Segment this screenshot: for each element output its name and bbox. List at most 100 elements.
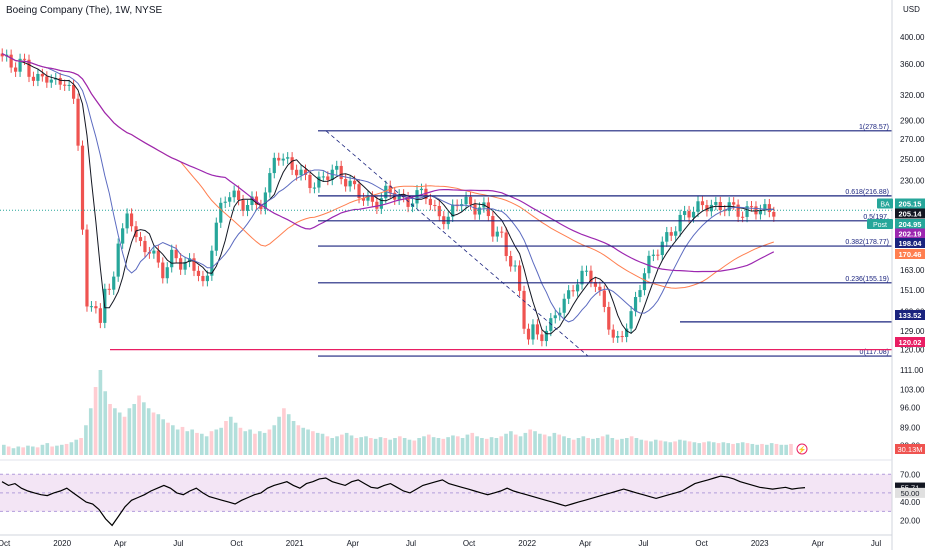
candle-body [415, 190, 419, 204]
candle-body [0, 53, 4, 57]
candle-body [152, 250, 156, 254]
price-tag-bg [895, 208, 925, 219]
candle-body [321, 176, 325, 178]
volume-bar [330, 438, 335, 455]
candle-body [339, 165, 343, 180]
candle-body [45, 76, 49, 83]
volume-bar [745, 443, 750, 455]
candle-body [558, 312, 562, 316]
volume-bar [88, 408, 93, 455]
candle-body [758, 209, 763, 215]
volume-bar [707, 441, 711, 455]
volume-bar [518, 436, 523, 455]
price-tag-label-bg [877, 198, 893, 209]
x-tick-label: Jul [638, 539, 648, 548]
candle-body [406, 197, 410, 207]
candle-body [143, 240, 147, 253]
candle-body [281, 158, 285, 161]
volume-bar [740, 442, 745, 455]
x-tick-label: Jul [871, 539, 881, 548]
candle-body [638, 290, 642, 297]
candle-body [647, 255, 651, 274]
volume-bar [760, 443, 764, 455]
candle-body [245, 204, 250, 211]
volume-bar [769, 443, 774, 455]
volume-bar [581, 436, 586, 455]
y-tick-label: 250.00 [900, 155, 925, 164]
price-tag-label-bg [867, 219, 893, 229]
volume-bar [171, 425, 175, 455]
volume-bar [528, 429, 533, 455]
volume-tag-value: 30.13M [897, 445, 922, 454]
price-tag-value: 205.14 [899, 210, 923, 219]
candle-body [58, 78, 62, 85]
candle-body [464, 196, 468, 205]
volume-bar [238, 427, 243, 455]
candle-body [602, 290, 606, 307]
volume-bar [774, 443, 779, 455]
volume-bar [658, 440, 663, 455]
candle-body [348, 180, 352, 187]
candle-body [473, 204, 477, 215]
volume-bar [21, 447, 25, 455]
volume-bar [84, 425, 88, 455]
x-tick-label: 2023 [751, 539, 769, 548]
volume-bar [475, 436, 479, 455]
candle-body [237, 190, 241, 201]
fib-trend-line [325, 130, 589, 357]
volume-bar [426, 434, 431, 455]
candle-body [580, 270, 584, 285]
candle-body [317, 176, 321, 188]
volume-bar [214, 429, 219, 455]
volume-bar [175, 429, 180, 455]
candle-body [642, 273, 647, 291]
volume-bar [494, 438, 499, 455]
candle-body [299, 169, 303, 176]
volume-bar [16, 446, 21, 455]
volume-bar [200, 433, 204, 455]
candle-body [696, 201, 700, 212]
candle-body [357, 184, 361, 199]
candle-body [183, 261, 187, 270]
volume-bar [233, 422, 238, 455]
candle-body [575, 284, 580, 292]
volume-bar [272, 425, 277, 455]
volume-bar [30, 446, 35, 455]
candle-body [428, 198, 432, 206]
x-tick-label: Oct [695, 539, 708, 548]
candle-body [504, 232, 508, 257]
x-tick-label: Oct [0, 539, 11, 548]
y-tick-label: 96.00 [900, 404, 921, 413]
volume-bar [398, 436, 402, 455]
rsi-tag-bg [895, 487, 925, 498]
volume-bar [750, 443, 755, 455]
candle-body [509, 256, 513, 267]
candle-body [584, 270, 589, 272]
volume-bar [538, 433, 542, 455]
candle-body [419, 188, 424, 191]
volume-bar [711, 442, 716, 455]
candle-body [192, 258, 196, 271]
volume-bar [716, 443, 721, 455]
y-tick-label: 120.00 [900, 346, 925, 355]
volume-bar [557, 434, 561, 455]
volume-bar [349, 435, 354, 455]
volume-bar [325, 436, 330, 455]
volume-bar [166, 422, 170, 455]
candle-body [9, 54, 13, 68]
volume-tag-bg [895, 444, 925, 454]
candle-body [250, 196, 254, 205]
x-tick-label: 2020 [53, 539, 71, 548]
volume-bar [663, 441, 668, 455]
volume-bar [455, 436, 460, 455]
price-tag-bg [895, 249, 925, 259]
volume-bar [64, 443, 69, 455]
volume-bar [393, 438, 397, 455]
candle-body [589, 270, 593, 282]
y-tick-label: 129.00 [900, 327, 925, 336]
volume-bar [624, 438, 629, 455]
rsi-tick-label: 40.00 [900, 498, 921, 507]
x-tick-label: Apr [579, 539, 592, 548]
price-tag-label: BA [880, 202, 890, 209]
